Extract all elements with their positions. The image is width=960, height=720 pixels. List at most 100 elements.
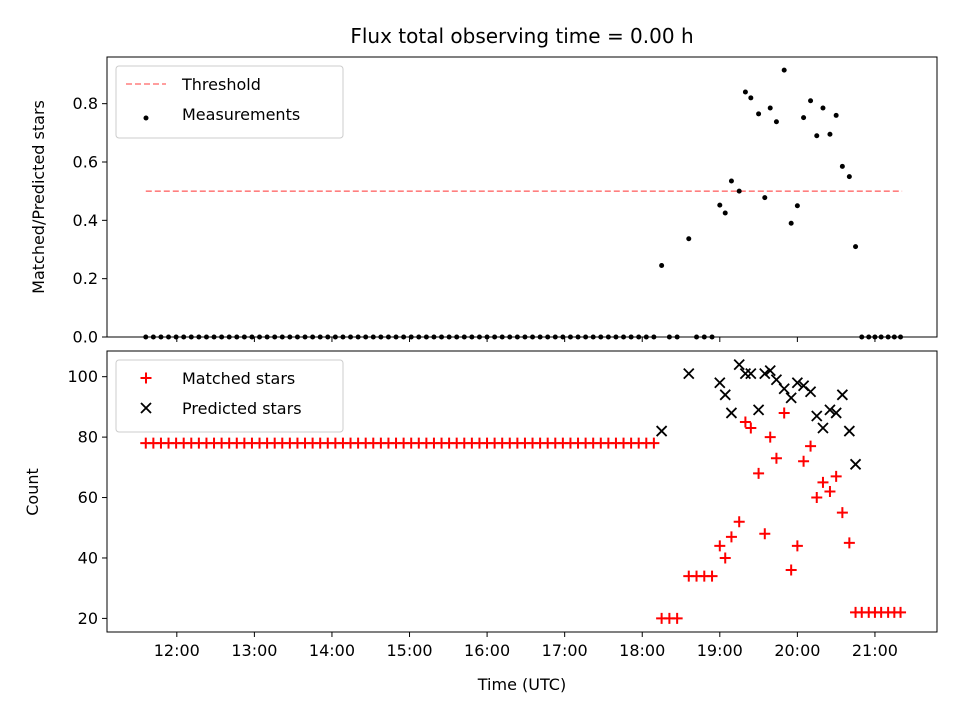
x-tick-label: 14:00	[309, 641, 355, 660]
data-point	[166, 334, 172, 340]
data-point	[811, 492, 823, 504]
data-point	[552, 334, 558, 340]
data-point	[694, 334, 700, 340]
data-point	[843, 425, 855, 437]
data-point	[393, 334, 399, 340]
data-point	[891, 334, 897, 340]
data-point	[791, 377, 804, 389]
data-point	[714, 540, 726, 552]
data-point	[461, 334, 467, 340]
data-point	[820, 105, 826, 111]
data-point	[370, 334, 376, 340]
data-point	[839, 163, 845, 169]
data-point	[725, 407, 738, 419]
data-point	[733, 358, 745, 371]
data-point	[830, 470, 842, 482]
data-point	[898, 334, 904, 340]
data-point	[385, 334, 391, 340]
data-point	[408, 334, 414, 340]
data-point	[836, 507, 848, 519]
bottom-y-axis-label: Count	[23, 468, 42, 516]
data-point	[759, 528, 771, 540]
data-point	[234, 334, 240, 340]
data-point	[824, 404, 836, 416]
data-point	[770, 452, 782, 464]
data-point	[219, 334, 225, 340]
data-point	[439, 334, 445, 340]
data-point	[836, 389, 849, 401]
data-point	[583, 334, 589, 340]
data-point	[759, 368, 771, 380]
data-point	[150, 334, 156, 340]
data-point	[605, 334, 611, 340]
data-point	[714, 377, 726, 389]
data-point	[701, 334, 707, 340]
legend-box	[115, 65, 344, 139]
data-point	[683, 368, 695, 380]
data-point	[686, 236, 692, 242]
x-tick-label: 18:00	[619, 641, 665, 660]
x-tick-label: 20:00	[774, 641, 820, 660]
data-point	[811, 410, 823, 422]
legend-swatch	[143, 115, 149, 121]
data-point	[778, 383, 790, 395]
data-point	[469, 334, 475, 340]
data-point	[302, 334, 308, 340]
legend-label: Predicted stars	[182, 399, 302, 418]
data-point	[770, 374, 783, 386]
data-point	[671, 612, 683, 624]
data-point	[514, 334, 520, 340]
data-point	[181, 334, 187, 340]
data-point	[484, 334, 490, 340]
data-point	[651, 334, 657, 340]
data-point	[401, 334, 407, 340]
data-point	[748, 95, 754, 101]
data-point	[853, 244, 859, 250]
data-point	[590, 334, 596, 340]
legend-label: Threshold	[181, 75, 261, 94]
data-point	[257, 334, 263, 340]
data-point	[648, 437, 660, 449]
data-point	[859, 334, 865, 340]
data-point	[636, 334, 642, 340]
y-tick-label: 0.6	[73, 153, 98, 172]
series-measurements	[143, 67, 904, 340]
data-point	[739, 416, 751, 428]
data-point	[817, 422, 829, 434]
data-point	[843, 537, 855, 549]
data-point	[613, 334, 619, 340]
data-point	[805, 440, 817, 452]
data-point	[767, 105, 773, 111]
legend-label: Matched stars	[182, 369, 295, 388]
y-tick-label: 0.4	[73, 211, 98, 230]
data-point	[143, 334, 149, 340]
data-point	[340, 334, 346, 340]
y-tick-label: 0.2	[73, 269, 98, 288]
y-tick-label: 60	[78, 488, 98, 507]
data-point	[310, 334, 316, 340]
x-tick-label: 13:00	[231, 641, 277, 660]
series-matched-stars	[140, 407, 907, 624]
data-point	[287, 334, 293, 340]
data-point	[446, 334, 452, 340]
data-point	[764, 431, 776, 443]
data-point	[849, 458, 862, 470]
data-point	[804, 386, 817, 398]
data-point	[363, 334, 369, 340]
data-point	[895, 606, 907, 618]
data-point	[791, 540, 803, 552]
data-point	[454, 334, 460, 340]
data-point	[332, 334, 338, 340]
y-tick-label: 0.0	[73, 328, 98, 347]
x-tick-label: 19:00	[697, 641, 743, 660]
data-point	[736, 188, 742, 194]
data-point	[719, 552, 731, 564]
x-tick-label: 16:00	[464, 641, 510, 660]
data-point	[621, 334, 627, 340]
data-point	[416, 334, 422, 340]
y-tick-label: 100	[67, 367, 98, 386]
data-point	[196, 334, 202, 340]
data-point	[764, 365, 776, 377]
data-point	[264, 334, 270, 340]
